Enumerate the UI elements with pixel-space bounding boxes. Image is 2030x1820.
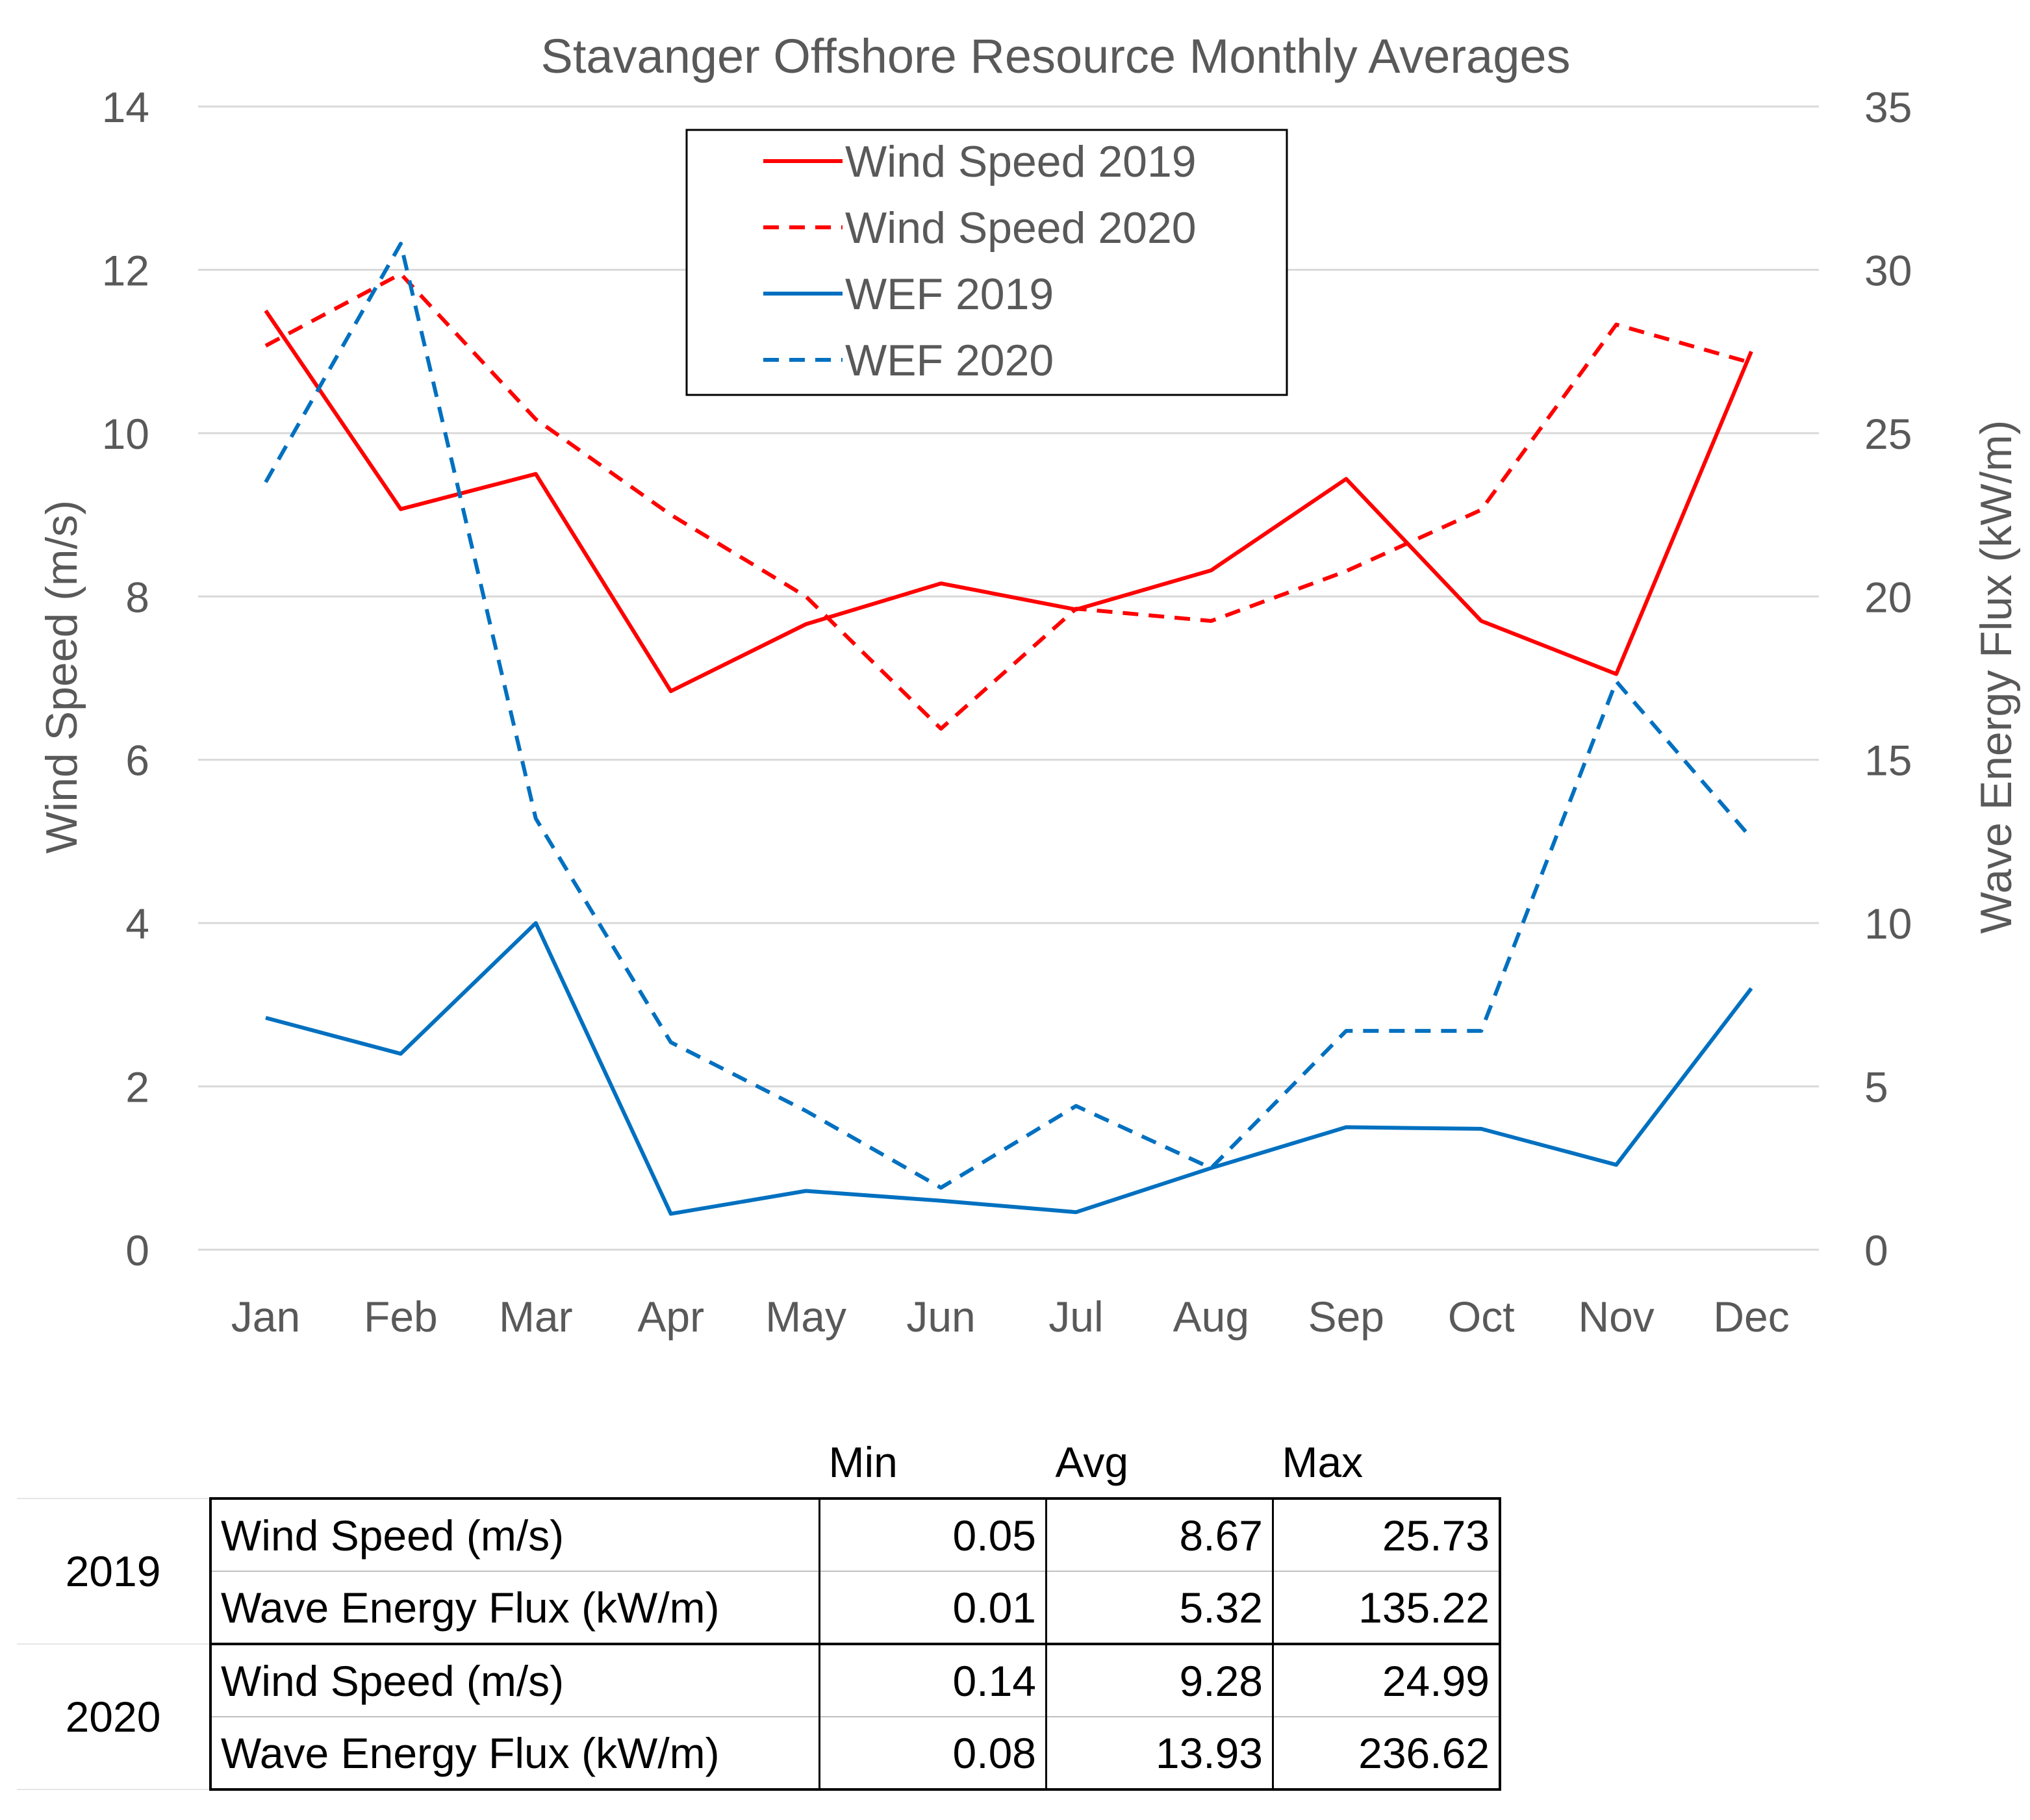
x-tick-label: Feb: [364, 1293, 438, 1341]
table-cell-max: 24.99: [1272, 1643, 1501, 1717]
table-row: 2019 Wind Speed (m/s) 0.05 8.67 25.73: [17, 1497, 1501, 1645]
table-cell-min: 0.08: [818, 1716, 1047, 1791]
right-tick-label: 5: [1864, 1063, 1888, 1111]
table-header-row: Min Avg Max: [17, 1426, 1500, 1498]
legend-label-wind-2020: Wind Speed 2020: [845, 203, 1197, 253]
series-line-wind-speed-2019: [264, 309, 1753, 694]
table-header-avg: Avg: [1055, 1437, 1129, 1486]
table-year-2019: 2019: [17, 1498, 210, 1645]
left-tick-label: 8: [125, 573, 149, 621]
right-tick-label: 30: [1864, 246, 1912, 294]
legend: Wind Speed 2019 Wind Speed 2020 WEF 2019…: [685, 129, 1288, 396]
left-axis-label: Wind Speed (m/s): [37, 500, 86, 853]
right-axis-ticks: 0 5 10 15 20 25 30 35: [1864, 83, 1912, 1274]
series-line-wef-2019: [265, 921, 1753, 1216]
left-tick-label: 10: [102, 410, 149, 458]
table-row: Wave Energy Flux (kW/m) 0.08 13.93 236.6…: [17, 1716, 1501, 1791]
legend-box: [685, 129, 1288, 396]
table-cell-max: 135.22: [1272, 1571, 1501, 1645]
right-tick-label: 15: [1864, 737, 1912, 785]
table-header-spacer: [17, 1426, 210, 1498]
table-cell-avg: 5.32: [1045, 1571, 1274, 1645]
x-tick-label: Jan: [231, 1293, 300, 1341]
table-cell-label: Wind Speed (m/s): [209, 1643, 820, 1717]
table-group-2019: 2019 Wind Speed (m/s) 0.05 8.67 25.73 Wa…: [17, 1497, 1501, 1645]
table-header-max: Max: [1282, 1437, 1364, 1486]
x-tick-label: Jul: [1048, 1293, 1103, 1341]
x-tick-label: Aug: [1173, 1293, 1249, 1341]
chart-title: Stavanger Offshore Resource Monthly Aver…: [540, 29, 1570, 83]
right-tick-label: 0: [1864, 1226, 1888, 1274]
legend-label-wef-2019: WEF 2019: [845, 270, 1054, 319]
left-tick-label: 0: [125, 1226, 149, 1274]
table-year-2020: 2020: [17, 1643, 210, 1790]
table-cell-label: Wave Energy Flux (kW/m): [209, 1571, 820, 1645]
legend-label-wef-2020: WEF 2020: [845, 336, 1054, 385]
right-tick-label: 10: [1864, 900, 1912, 948]
table-cell-label: Wind Speed (m/s): [209, 1497, 820, 1572]
left-axis-ticks: 0 2 4 6 8 10 12 14: [102, 83, 149, 1274]
series-line-wef-2020: [264, 242, 1753, 1190]
right-tick-label: 35: [1864, 83, 1912, 131]
x-axis-ticks: Jan Feb Mar Apr May Jun Jul Aug Sep Oct Nov Dec: [231, 1293, 1790, 1341]
x-tick-label: May: [765, 1293, 846, 1341]
table-cell-avg: 8.67: [1045, 1497, 1274, 1572]
table-row: 2020 Wind Speed (m/s) 0.14 9.28 24.99: [17, 1643, 1501, 1790]
left-tick-label: 4: [125, 900, 149, 948]
table-cell-avg: 13.93: [1045, 1716, 1274, 1791]
table-header-label: [210, 1426, 820, 1498]
stats-table: Min Avg Max 2019 Wind Speed (m/s) 0.05 8…: [17, 1426, 1501, 1791]
right-tick-label: 25: [1864, 410, 1912, 458]
x-tick-label: Apr: [637, 1293, 704, 1341]
left-tick-label: 12: [102, 246, 149, 294]
left-tick-label: 2: [125, 1063, 149, 1111]
right-tick-label: 20: [1864, 573, 1912, 621]
x-tick-label: Sep: [1308, 1293, 1384, 1341]
table-cell-max: 25.73: [1272, 1497, 1501, 1572]
table-row: Wave Energy Flux (kW/m) 0.01 5.32 135.22: [17, 1571, 1501, 1645]
table-cell-min: 0.14: [818, 1643, 1047, 1717]
table-cell-min: 0.01: [818, 1571, 1047, 1645]
x-tick-label: Oct: [1448, 1293, 1515, 1341]
left-tick-label: 6: [125, 737, 149, 785]
table-cell-min: 0.05: [818, 1497, 1047, 1572]
table-cell-max: 236.62: [1272, 1716, 1501, 1791]
x-tick-label: Mar: [499, 1293, 573, 1341]
line-chart: Stavanger Offshore Resource Monthly Aver…: [37, 29, 2021, 1341]
table-cell-label: Wave Energy Flux (kW/m): [209, 1716, 820, 1791]
series-line-wind-speed-2020: [264, 272, 1752, 731]
right-axis-label: Wave Energy Flux (kW/m): [1972, 420, 2021, 934]
left-tick-label: 14: [102, 83, 149, 131]
legend-label-wind-2019: Wind Speed 2019: [845, 137, 1197, 186]
table-cell-avg: 9.28: [1045, 1643, 1274, 1717]
table-header-min: Min: [828, 1437, 898, 1486]
table-group-2020: 2020 Wind Speed (m/s) 0.14 9.28 24.99 Wa…: [17, 1643, 1501, 1791]
x-tick-label: Nov: [1578, 1293, 1654, 1341]
x-tick-label: Dec: [1713, 1293, 1789, 1341]
x-tick-label: Jun: [906, 1293, 975, 1341]
series-lines: [264, 242, 1753, 1216]
